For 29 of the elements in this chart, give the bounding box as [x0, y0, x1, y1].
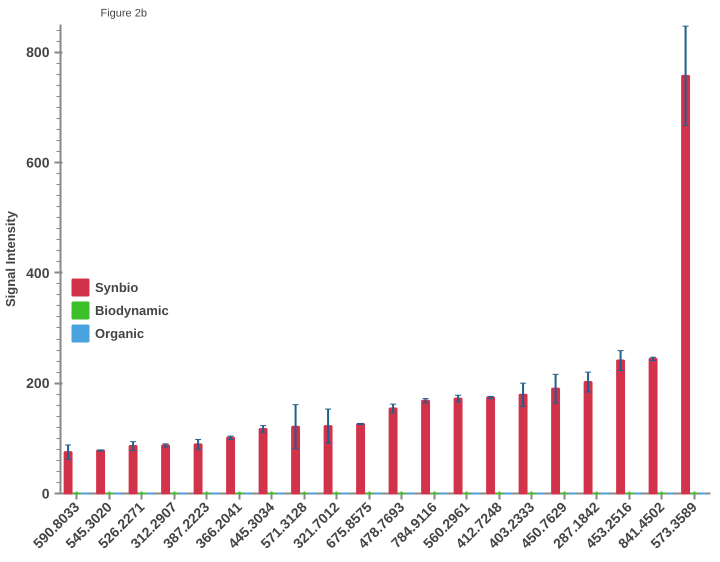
- legend-label: Biodynamic: [95, 302, 169, 318]
- bar: [161, 444, 170, 494]
- bar: [486, 396, 496, 494]
- bar: [324, 425, 333, 494]
- legend-label: Synbio: [95, 280, 138, 294]
- bar: [356, 422, 366, 494]
- bar: [584, 381, 593, 494]
- bar: [128, 445, 138, 494]
- bar: [421, 400, 430, 494]
- bar: [258, 428, 268, 494]
- y-tick-label: 200: [26, 375, 50, 392]
- bar: [616, 360, 626, 494]
- y-tick-label: 0: [42, 486, 50, 502]
- bar: [518, 394, 528, 494]
- chart-title: Figure 2b: [100, 8, 147, 20]
- bar: [388, 408, 398, 494]
- bar: [681, 74, 690, 494]
- bar: [551, 388, 560, 494]
- bar: [648, 358, 658, 494]
- y-tick-label: 400: [26, 264, 50, 281]
- legend-label: Organic: [95, 326, 144, 340]
- y-tick-label: 800: [26, 44, 50, 60]
- bar: [226, 436, 236, 494]
- y-tick-label: 600: [26, 154, 50, 170]
- bar: [454, 398, 463, 494]
- y-axis-title: Signal Intensity: [3, 210, 18, 308]
- bar: [96, 449, 106, 494]
- bar: [194, 443, 203, 494]
- bar: [64, 451, 73, 494]
